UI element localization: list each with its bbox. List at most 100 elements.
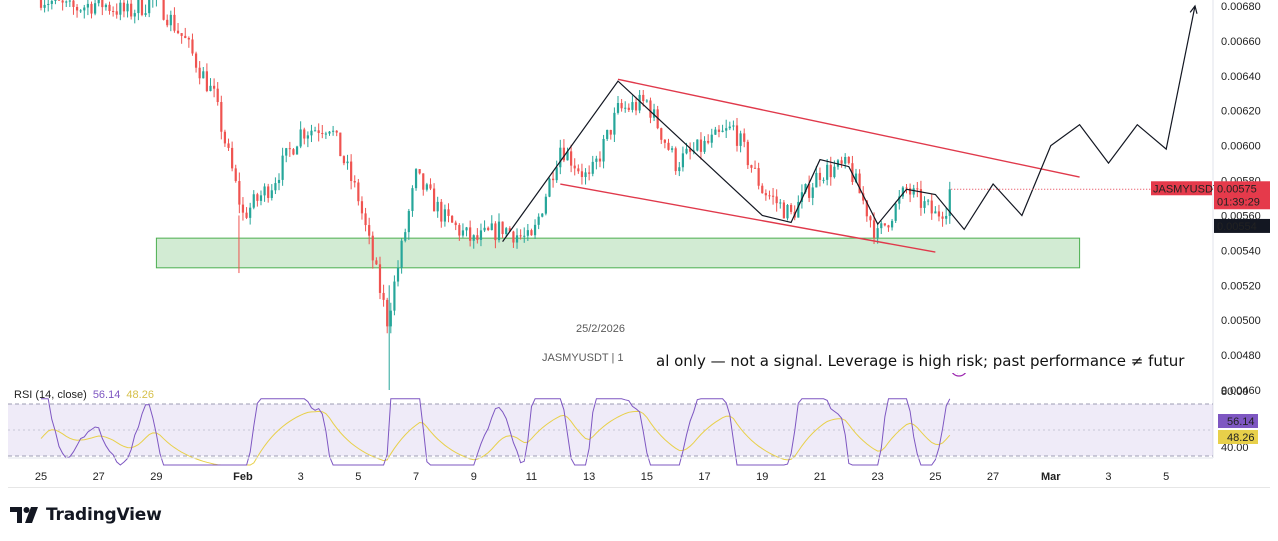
tradingview-logo[interactable]: TradingView	[10, 504, 162, 526]
tradingview-logo-icon	[10, 507, 38, 523]
price-tick-label: 0.00500	[1221, 315, 1261, 327]
candle-body	[562, 147, 566, 161]
candle-body	[670, 148, 674, 150]
candle-body	[631, 102, 634, 110]
candle-body	[166, 19, 169, 26]
candle-body	[890, 220, 894, 228]
candle-body	[490, 223, 493, 231]
candle-body	[865, 200, 868, 217]
candle-body	[494, 223, 497, 241]
candle-body	[674, 148, 677, 172]
candle-body	[551, 178, 555, 181]
candle-body	[187, 38, 190, 40]
candle-body	[93, 3, 97, 14]
candle-body	[678, 167, 681, 172]
candle-body	[393, 281, 396, 311]
rsi-legend-ma: 48.26	[126, 389, 154, 401]
last-price-value: 0.00575	[1217, 183, 1257, 195]
candle-body	[624, 107, 627, 109]
candle-body	[234, 168, 237, 182]
candle-body	[559, 147, 562, 168]
candle-body	[418, 169, 421, 174]
candle-body	[252, 194, 255, 208]
candle-body	[753, 167, 757, 169]
candle-body	[61, 0, 64, 3]
candle-body	[288, 148, 291, 150]
candle-body	[299, 129, 302, 147]
candle-body	[934, 211, 937, 214]
candle-body	[335, 130, 338, 133]
watermark-date: 25/2/2026	[576, 323, 625, 335]
candle-body	[360, 201, 364, 214]
candle-body	[454, 222, 457, 226]
price-tick-label: 0.00460	[1221, 385, 1261, 397]
candle-body	[245, 212, 248, 218]
price-chart[interactable]: 25/2/2026 JASMYUSDT | 1 0.00680 0.00660 0.00…	[8, 0, 1270, 487]
candle-body	[804, 184, 807, 193]
candle-body	[757, 168, 760, 186]
candle-body	[761, 185, 764, 194]
candle-body	[771, 195, 775, 197]
candle-body	[249, 207, 252, 218]
candle-body	[815, 172, 818, 188]
rsi-upper-level-label: 80.00	[1221, 386, 1249, 398]
candle-body	[894, 203, 897, 221]
candle-body	[364, 213, 367, 226]
candle-body	[137, 0, 140, 14]
candle-body	[119, 2, 122, 15]
symbol-tag-bg	[1151, 181, 1212, 196]
candle-body	[707, 140, 710, 143]
price-tick-label: 0.00600	[1221, 141, 1261, 153]
candle-body	[487, 227, 490, 231]
candle-body	[703, 140, 706, 152]
chart-area[interactable]: 25/2/2026 JASMYUSDT | 1 0.00680 0.00660 0.00…	[8, 0, 1270, 488]
candle-body	[97, 0, 100, 4]
candle-body	[533, 224, 537, 236]
candle-body	[537, 216, 540, 225]
time-tick-label: 23	[872, 471, 884, 483]
candle-body	[346, 161, 349, 164]
candle-body	[844, 156, 847, 164]
candle-body	[591, 161, 594, 174]
candle-body	[90, 3, 93, 14]
candle-body	[663, 139, 666, 143]
candle-body	[443, 209, 446, 222]
candle-body	[213, 85, 216, 89]
candle-body	[645, 100, 648, 102]
candle-body	[826, 164, 829, 180]
candle-body	[411, 188, 414, 211]
candle-body	[829, 164, 832, 178]
candle-body	[725, 128, 728, 131]
candle-body	[429, 184, 432, 189]
time-tick-label: 25	[929, 471, 941, 483]
candle-body	[598, 158, 602, 162]
candle-body	[927, 200, 930, 202]
candle-body	[685, 148, 688, 154]
candle-body	[782, 202, 785, 219]
candle-body	[378, 264, 382, 293]
candle-body	[101, 0, 104, 8]
candle-body	[786, 204, 789, 219]
candle-body	[945, 215, 948, 219]
candle-body	[768, 195, 771, 197]
candle-body	[937, 211, 941, 217]
time-tick-label: 3	[298, 471, 304, 483]
candle-body	[797, 201, 800, 218]
candle-body	[86, 3, 89, 8]
candle-body	[616, 103, 620, 113]
time-tick-label: 27	[93, 471, 105, 483]
candle-body	[916, 188, 919, 190]
candle-body	[79, 10, 82, 12]
candle-body	[451, 215, 454, 223]
candle-body	[739, 133, 742, 146]
candle-body	[847, 156, 850, 164]
price-tick-label: 0.00620	[1221, 106, 1261, 118]
time-tick-label: 11	[526, 471, 537, 483]
candle-body	[544, 196, 547, 214]
candle-body	[476, 235, 479, 240]
candle-body	[642, 94, 645, 101]
candle-body	[57, 0, 61, 1]
rsi-legend: RSI (14, close) 56.14 48.26	[14, 389, 154, 401]
candle-body	[263, 186, 266, 196]
candle-body	[501, 221, 504, 235]
